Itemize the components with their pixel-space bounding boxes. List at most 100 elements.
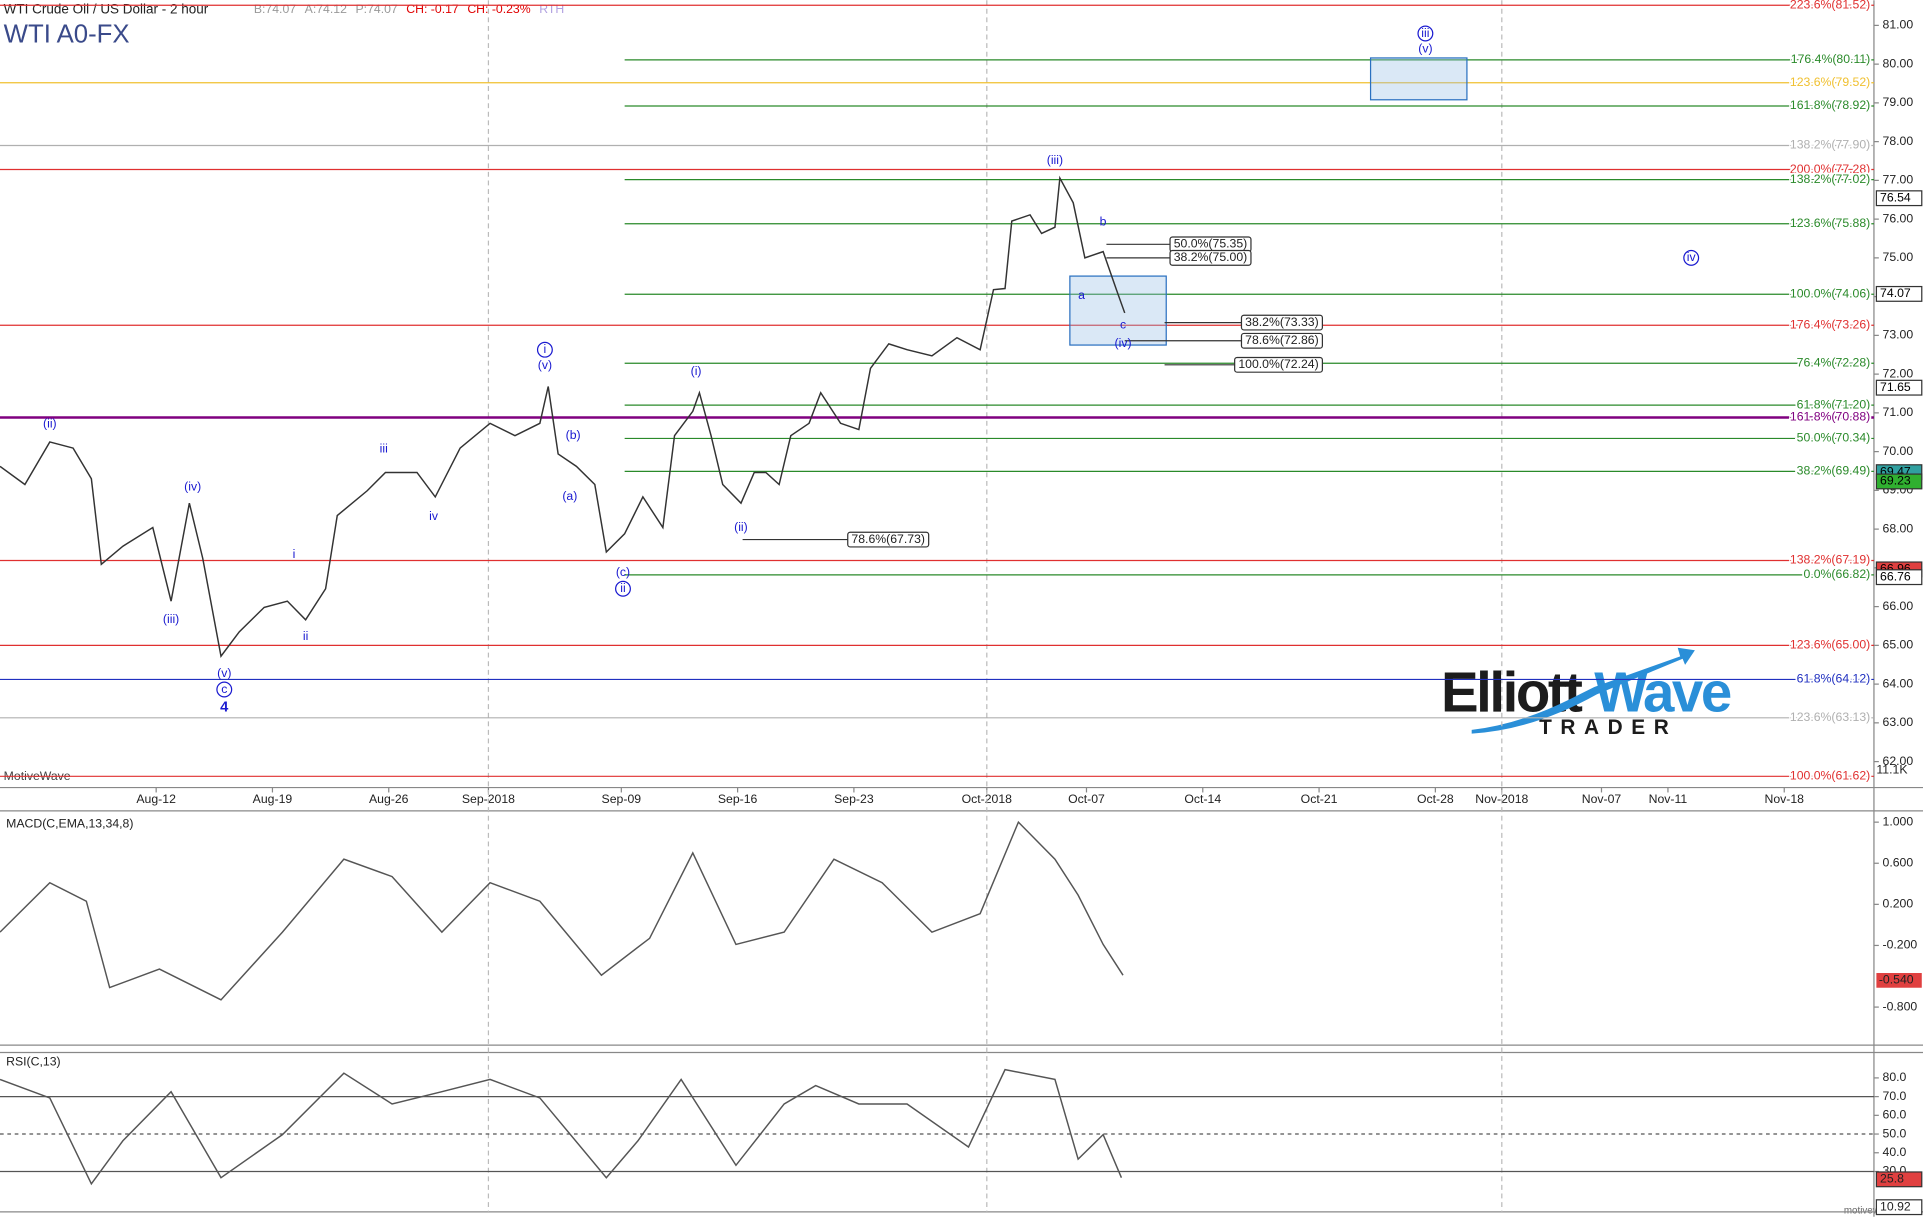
y-tick-label: 71.00 <box>1883 405 1914 419</box>
wave-label: i <box>544 342 547 356</box>
y-tick-label: 1.000 <box>1883 814 1914 828</box>
quote: CH: -0.23% <box>467 2 530 16</box>
price-badge <box>1875 285 1923 302</box>
logo-part3: TRADER <box>1539 716 1677 739</box>
logo-part1: Elliott <box>1441 661 1583 724</box>
fib-label: 138.2%(67.19) <box>1790 553 1870 567</box>
price-badge <box>1875 190 1923 207</box>
wave-label: (ii) <box>43 417 57 431</box>
x-tick-label: Nov-18 <box>1764 792 1804 806</box>
y-tick-label: 65.00 <box>1883 638 1914 652</box>
x-tick-label: Oct-21 <box>1301 792 1338 806</box>
fib-label: 76.4%(72.28) <box>1797 356 1871 370</box>
macd-badge-label: -0.540 <box>1879 973 1914 987</box>
volume-badge: 11.1K <box>1876 763 1908 777</box>
wave-label: (ii) <box>734 520 748 534</box>
wave-label: (i) <box>691 364 702 378</box>
wave-label: (iii) <box>163 612 179 626</box>
wave-label: iii <box>1421 26 1429 40</box>
price-badge <box>1875 569 1923 586</box>
y-tick-label: -0.800 <box>1883 999 1918 1013</box>
y-tick-label: 63.00 <box>1883 715 1914 729</box>
wave-circle <box>615 580 631 597</box>
wave-label: iii <box>380 442 388 456</box>
y-tick-label: 78.00 <box>1883 134 1914 148</box>
macd-badge <box>1876 973 1922 988</box>
wave-label: (a) <box>562 489 577 503</box>
fib-label: 0.0%(66.82) <box>1804 567 1871 581</box>
price-badge-label: 69.23 <box>1880 474 1911 488</box>
fib-label: 123.6%(79.52) <box>1790 75 1870 89</box>
rsi-badge-label: 25.8 <box>1880 1172 1904 1186</box>
wave-label: a <box>1078 288 1085 302</box>
y-tick-label: 76.00 <box>1883 211 1914 225</box>
fib-label: 61.8%(64.12) <box>1797 672 1871 686</box>
y-tick-label: 66.00 <box>1883 599 1914 613</box>
price-badge <box>1875 473 1923 490</box>
y-tick-label: 73.00 <box>1883 328 1914 342</box>
retracement-label: 38.2%(73.33) <box>1245 315 1319 329</box>
wave-label: (b) <box>566 428 581 442</box>
fib-label: 176.4%(73.26) <box>1790 318 1870 332</box>
quote: A:74.12 <box>305 2 347 16</box>
wave-label: (iv) <box>184 479 201 493</box>
wave-label: iv <box>1687 250 1697 264</box>
y-tick-label: 40.0 <box>1883 1145 1907 1159</box>
retracement-box <box>1240 332 1324 349</box>
symbol: WTI A0-FX <box>4 21 130 49</box>
y-tick-label: -0.200 <box>1883 938 1918 952</box>
x-tick-label: Sep-09 <box>602 792 642 806</box>
fib-label: 100.0%(61.62) <box>1790 769 1870 783</box>
price-badge-label: 66.76 <box>1880 569 1911 583</box>
y-tick-label: 64.00 <box>1883 676 1914 690</box>
wave-label: 4 <box>220 700 229 716</box>
wave-label: c <box>1120 318 1126 332</box>
wave-label: (c) <box>616 565 630 579</box>
fib-label: 200.0%(77.28) <box>1790 162 1870 176</box>
wave-label: iv <box>429 509 439 523</box>
y-tick-label: 79.00 <box>1883 95 1914 109</box>
chart-title: WTI Crude Oil / US Dollar - 2 hour <box>4 2 209 17</box>
y-tick-label: 0.600 <box>1883 855 1914 869</box>
price-badge-label: 71.65 <box>1880 380 1911 394</box>
y-tick-label: 62.00 <box>1883 754 1914 768</box>
x-tick-label: Aug-19 <box>253 792 293 806</box>
fib-label: 161.8%(70.88) <box>1790 410 1870 424</box>
rsi-badge <box>1875 1199 1923 1216</box>
x-tick-label: Sep-16 <box>718 792 758 806</box>
wave-label: ii <box>303 629 308 643</box>
fib-label: 223.6%(81.52) <box>1790 0 1870 11</box>
wave-circle <box>536 341 553 358</box>
rsi-line <box>0 1068 1123 1186</box>
y-tick-label: 70.0 <box>1883 1089 1907 1103</box>
y-tick-label: 70.00 <box>1883 444 1914 458</box>
wave-label: i <box>293 547 296 561</box>
fib-label: 38.2%(69.49) <box>1797 464 1871 478</box>
x-tick-label: Sep-23 <box>834 792 874 806</box>
y-tick-label: 72.00 <box>1883 366 1914 380</box>
x-tick-label: Oct-28 <box>1417 792 1454 806</box>
fib-label: 123.6%(65.00) <box>1790 638 1870 652</box>
quote: RTH <box>539 2 564 16</box>
x-tick-label: Aug-12 <box>136 792 176 806</box>
fib-label: 161.8%(78.92) <box>1790 98 1870 112</box>
fib-label: 50.0%(70.34) <box>1797 431 1871 445</box>
macd-title: MACD(C,EMA,13,34,8) <box>6 817 133 831</box>
x-tick-label: Nov-07 <box>1582 792 1622 806</box>
target-box <box>1069 275 1167 346</box>
price-badge <box>1875 379 1923 396</box>
retracement-label: 100.0%(72.24) <box>1238 357 1318 371</box>
wave-circle <box>1417 25 1434 42</box>
fib-label: 61.8%(71.20) <box>1797 397 1871 411</box>
rsi-title: RSI(C,13) <box>6 1055 60 1069</box>
wave-label: b <box>1100 214 1107 228</box>
logo-part2: Wave <box>1594 661 1731 724</box>
y-tick-label: 75.00 <box>1883 250 1914 264</box>
y-tick-label: 50.0 <box>1883 1126 1907 1140</box>
retracement-label: 50.0%(75.35) <box>1174 237 1248 251</box>
target-box <box>1369 57 1468 101</box>
retracement-box <box>847 531 930 548</box>
wave-label: ii <box>620 581 625 595</box>
